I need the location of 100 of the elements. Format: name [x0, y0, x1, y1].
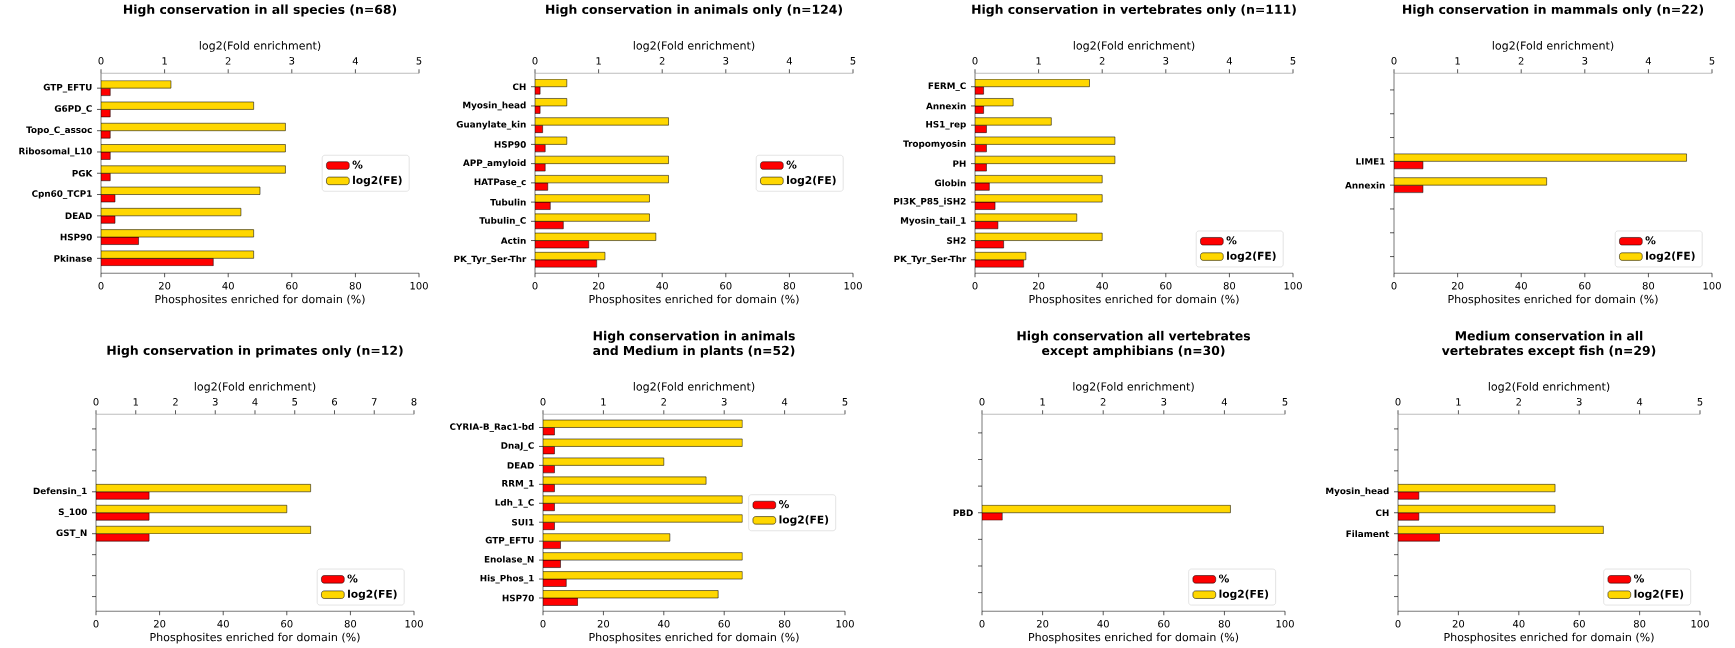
y-tick-label: GTP_EFTU — [43, 83, 92, 93]
x2-tick-label: 6 — [332, 398, 338, 406]
chart-title: High conservation in animals only (n=124) — [546, 4, 842, 17]
x2-axis-title: log2(Fold enrichment) — [1492, 41, 1614, 52]
y-tick-label: Annexin — [1345, 181, 1385, 189]
y-tick-label: PBD — [953, 509, 973, 517]
chart-title: High conservation in all species (n=68) — [123, 4, 397, 17]
legend-label: log2(FE) — [1227, 251, 1276, 263]
x2-tick-label: 3 — [1582, 57, 1588, 65]
x2-tick-label: 2 — [1099, 57, 1105, 65]
legend-label: log2(FE) — [1634, 589, 1684, 601]
y-tick-label: Cpn60_TCP1 — [32, 190, 92, 199]
x-axis-title: Phosphosites enriched for domain (%) — [1029, 294, 1239, 306]
y-tick-label: G6PD_C — [54, 105, 92, 114]
x-tick-label: 60 — [286, 282, 298, 290]
x-tick-label: 100 — [1703, 282, 1721, 290]
x2-tick-label: 5 — [1290, 57, 1296, 65]
y-tick-label: PI3K_P85_iSH2 — [894, 197, 966, 207]
x-tick-label: 20 — [597, 620, 610, 628]
y-tick-label: Globin — [934, 179, 966, 187]
x2-tick-label: 3 — [289, 57, 295, 65]
legend-label: log2(FE) — [353, 175, 402, 187]
x-tick-label: 0 — [98, 282, 104, 290]
chart-title: High conservation in primates only (n=12) — [107, 345, 403, 358]
x2-axis-title: log2(Fold enrichment) — [633, 382, 755, 393]
y-tick-label: Pkinase — [54, 255, 92, 262]
x-tick-label: 80 — [783, 282, 796, 290]
x2-tick-label: 3 — [212, 398, 218, 406]
y-tick-label: HSP70 — [502, 594, 534, 602]
y-tick-label: Actin — [500, 237, 526, 245]
x2-tick-label: 1 — [596, 57, 601, 65]
y-tick-label: PGK — [72, 170, 93, 177]
x-tick-label: 0 — [1395, 620, 1401, 628]
x-tick-label: 40 — [1515, 282, 1527, 290]
x2-tick-label: 3 — [1576, 398, 1582, 406]
x-tick-label: 80 — [1218, 620, 1231, 628]
y-tick-label: RRM_1 — [502, 480, 534, 489]
x2-tick-label: 5 — [1697, 398, 1703, 406]
legend-label: log2(FE) — [1219, 589, 1269, 601]
x2-tick-label: 1 — [601, 398, 606, 406]
x2-tick-label: 4 — [786, 57, 793, 65]
y-tick-label: DEAD — [507, 462, 534, 469]
x2-tick-label: 0 — [532, 57, 538, 65]
x-tick-label: 80 — [1642, 282, 1655, 290]
x2-tick-label: 1 — [1040, 398, 1045, 406]
x-tick-label: 0 — [93, 620, 99, 628]
x2-tick-label: 1 — [1456, 398, 1461, 406]
x-tick-label: 0 — [1391, 282, 1397, 290]
x2-tick-label: 2 — [1518, 57, 1524, 65]
x2-tick-label: 3 — [721, 398, 727, 406]
x2-tick-label: 5 — [842, 398, 848, 406]
x-tick-label: 20 — [1036, 620, 1049, 628]
x2-tick-label: 0 — [540, 398, 546, 406]
x2-tick-label: 4 — [781, 398, 788, 406]
legend-label: % — [347, 574, 358, 583]
y-tick-label: LIME1 — [1356, 158, 1385, 165]
x-axis-title: Phosphosites enriched for domain (%) — [589, 294, 799, 306]
x2-tick-label: 4 — [352, 57, 359, 65]
y-tick-label: HSP90 — [494, 141, 526, 148]
y-tick-label: Ribosomal_L10 — [19, 147, 92, 157]
x-axis-title: Phosphosites enriched for domain (%) — [589, 632, 799, 644]
x-tick-label: 0 — [540, 620, 546, 628]
x-tick-label: 80 — [349, 282, 362, 290]
x-tick-label: 40 — [656, 282, 668, 290]
y-tick-label: PK_Tyr_Ser-Thr — [894, 255, 967, 265]
x-tick-label: 20 — [153, 620, 166, 628]
legend-label: % — [778, 500, 789, 509]
x2-tick-label: 4 — [1645, 57, 1652, 65]
x2-tick-label: 5 — [1282, 398, 1288, 406]
x2-tick-label: 8 — [411, 398, 417, 406]
y-tick-label: FERM_C — [928, 82, 966, 92]
chart-title: High conservation in animals and Medium in plants (n=52) — [593, 330, 795, 358]
y-tick-label: Enolase_N — [484, 555, 534, 565]
x-tick-label: 80 — [1223, 282, 1236, 290]
y-tick-label: DnaJ_C — [501, 442, 534, 451]
x-tick-label: 40 — [217, 620, 229, 628]
x-tick-label: 20 — [592, 282, 605, 290]
x-tick-label: 40 — [1512, 620, 1525, 628]
y-tick-label: HATPase_c — [474, 178, 526, 188]
x2-tick-label: 3 — [1161, 398, 1167, 406]
x-tick-label: 0 — [972, 282, 978, 290]
legend-label: % — [1645, 236, 1656, 245]
x2-tick-label: 2 — [173, 398, 178, 406]
x-tick-label: 60 — [1158, 620, 1170, 628]
x-tick-label: 0 — [532, 282, 538, 290]
x2-tick-label: 0 — [98, 57, 104, 65]
x-axis-title: Phosphosites enriched for domain (%) — [1029, 632, 1239, 644]
chart-title: High conservation in vertebrates only (n=111) — [972, 4, 1296, 17]
x2-axis-title: log2(Fold enrichment) — [1488, 382, 1610, 393]
x-axis-title: Phosphosites enriched for domain (%) — [150, 632, 360, 644]
x2-tick-label: 4 — [1221, 398, 1228, 406]
legend-label: log2(FE) — [779, 515, 829, 526]
x2-axis-title: log2(Fold enrichment) — [633, 41, 755, 52]
y-tick-label: Myosin_head — [1326, 487, 1389, 497]
y-tick-label: Myosin_tail_1 — [900, 217, 966, 226]
y-tick-label: Filament — [1346, 530, 1390, 538]
y-tick-label: CH — [1375, 509, 1389, 517]
x2-tick-label: 2 — [1516, 398, 1521, 406]
x2-tick-label: 5 — [292, 398, 298, 406]
x2-axis-title: log2(Fold enrichment) — [199, 41, 321, 52]
